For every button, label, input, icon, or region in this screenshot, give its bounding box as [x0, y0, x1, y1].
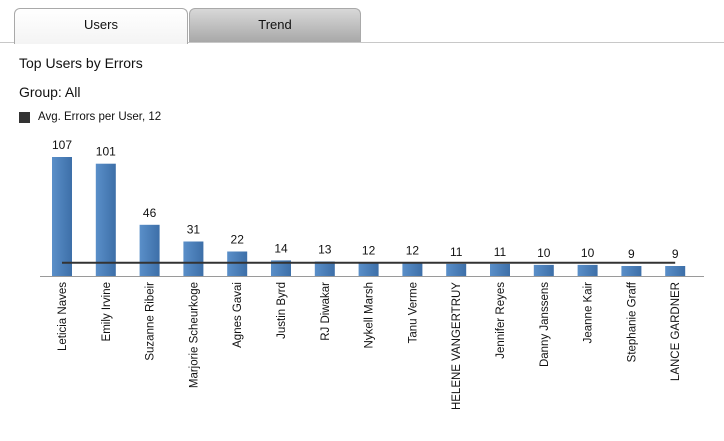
- bar-value-label: 11: [494, 245, 507, 259]
- category-label: Suzanne Ribeir: [145, 282, 157, 361]
- category-label: Leticia Naves: [57, 282, 69, 351]
- tab-users[interactable]: Users: [14, 8, 188, 44]
- category-label: Agnes Gavai: [232, 282, 244, 348]
- bar-value-label: 10: [581, 246, 595, 260]
- category-label: LANCE GARDNER: [670, 282, 682, 381]
- bar-value-label: 12: [406, 244, 420, 258]
- bar[interactable]: [183, 241, 204, 277]
- bar[interactable]: [490, 263, 510, 276]
- category-label: Danny Janssens: [539, 282, 551, 367]
- bar-value-label: 13: [318, 243, 332, 257]
- tab-bar: Users Trend: [0, 0, 724, 44]
- bar[interactable]: [665, 266, 686, 276]
- bar[interactable]: [577, 264, 598, 276]
- bar[interactable]: [402, 262, 423, 276]
- tab-trend[interactable]: Trend: [189, 8, 361, 42]
- group-label: Group: All: [19, 84, 81, 100]
- bar-value-label: 10: [537, 246, 551, 260]
- bar[interactable]: [314, 261, 335, 277]
- category-label: Jennifer Reyes: [495, 282, 507, 359]
- bar-value-label: 14: [274, 241, 288, 255]
- bar[interactable]: [358, 262, 379, 276]
- bar[interactable]: [446, 263, 467, 276]
- legend-swatch: [19, 111, 30, 123]
- bar-value-label: 101: [96, 145, 116, 159]
- bar-value-label: 46: [143, 206, 157, 220]
- category-label: Justin Byrd: [276, 282, 288, 339]
- category-label: Nykell Marsh: [364, 282, 376, 348]
- bar-value-label: 22: [231, 233, 245, 247]
- category-label: RJ Diwakar: [320, 282, 332, 341]
- bar[interactable]: [227, 251, 248, 277]
- legend-label: Avg. Errors per User, 12: [38, 111, 162, 123]
- bar[interactable]: [139, 224, 160, 276]
- bar[interactable]: [621, 266, 642, 276]
- tab-divider: [0, 42, 724, 43]
- chart-title: Top Users by Errors: [19, 55, 143, 71]
- category-label: Emily Irvine: [101, 282, 113, 341]
- bar-value-label: 12: [362, 244, 376, 258]
- category-label: Marjorie Scheurkoge: [188, 282, 200, 388]
- category-label: Stephanie Graff: [626, 281, 638, 362]
- bar-value-label: 31: [187, 223, 201, 237]
- bar[interactable]: [95, 163, 116, 276]
- category-label: HELENE VANGERTRUY: [451, 282, 463, 410]
- bar[interactable]: [52, 157, 72, 276]
- bar-value-label: 9: [628, 247, 635, 261]
- bar[interactable]: [533, 264, 554, 276]
- bar-value-label: 107: [52, 138, 72, 152]
- category-label: Tanu Verme: [407, 282, 419, 343]
- bar-value-label: 11: [450, 245, 463, 259]
- legend: Avg. Errors per User, 12: [19, 110, 161, 124]
- category-label: Jeanne Kair: [583, 282, 595, 344]
- bar[interactable]: [271, 260, 291, 276]
- bar-value-label: 9: [672, 247, 679, 261]
